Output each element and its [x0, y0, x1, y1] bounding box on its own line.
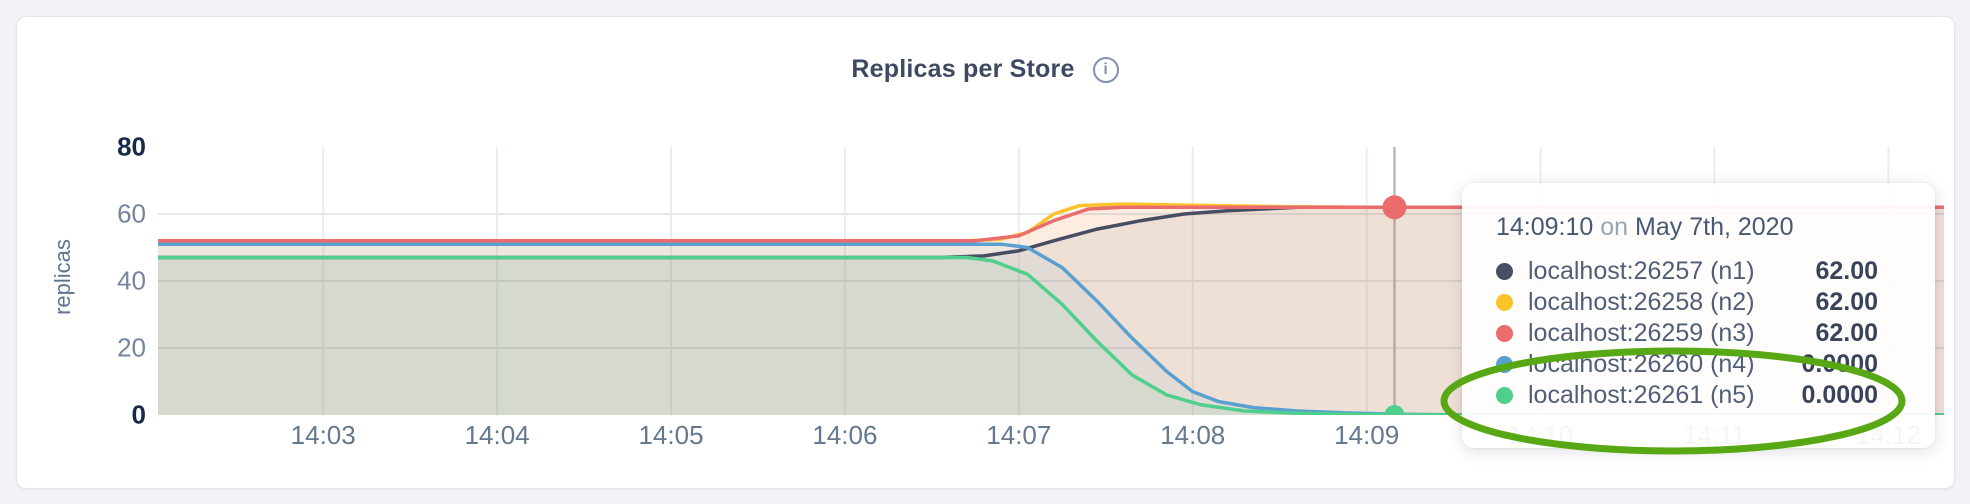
- x-tick-label: 14:03: [290, 420, 356, 450]
- tooltip-series-label: localhost:26258 (n2): [1528, 288, 1755, 316]
- series-line-n3: [158, 205, 1944, 243]
- chart-tooltip: 14:09:10 on May 7th, 2020 localhost:2625…: [1462, 183, 1935, 448]
- tooltip-series-value: 0.0000: [1801, 381, 1878, 409]
- y-tick-label: 0: [131, 399, 146, 430]
- series-color-dot: [1496, 387, 1513, 404]
- tooltip-series-value: 0.0000: [1801, 350, 1878, 378]
- tooltip-row: localhost:26260 (n4) 0.0000: [1496, 349, 1878, 380]
- tooltip-series-value: 62.00: [1815, 319, 1878, 347]
- tooltip-date: May 7th, 2020: [1635, 213, 1794, 241]
- tooltip-series-label: localhost:26260 (n4): [1528, 350, 1755, 378]
- x-tick-label: 14:06: [812, 420, 878, 450]
- x-tick-label: 14:05: [638, 420, 704, 450]
- crosshair-dot: [1384, 405, 1405, 415]
- info-icon-glyph: i: [1103, 60, 1108, 78]
- tooltip-row: localhost:26257 (n1) 62.00: [1496, 256, 1878, 287]
- tooltip-series-label: localhost:26257 (n1): [1528, 257, 1755, 285]
- series-area-n4: [158, 244, 1944, 415]
- series-area-n5: [158, 257, 1944, 415]
- series-lines: [158, 202, 1944, 415]
- tooltip-series-value: 62.00: [1815, 288, 1878, 316]
- series-color-dot: [1496, 294, 1513, 311]
- tooltip-series-label: localhost:26261 (n5): [1528, 381, 1755, 409]
- tooltip-row: localhost:26259 (n3) 62.00: [1496, 318, 1878, 349]
- tooltip-row: localhost:26258 (n2) 62.00: [1496, 287, 1878, 318]
- tooltip-series-label: localhost:26259 (n3): [1528, 319, 1755, 347]
- y-tick-label: 80: [117, 131, 146, 162]
- series-color-dot: [1496, 263, 1513, 280]
- series-line-n5: [158, 255, 1944, 415]
- chart-header: Replicas per Store i: [0, 55, 1970, 84]
- x-tick-label: 14:09: [1334, 420, 1400, 450]
- crosshair-dot: [1382, 195, 1407, 220]
- crosshair-dots: [1382, 195, 1407, 415]
- info-icon[interactable]: i: [1092, 56, 1119, 83]
- tooltip-row: localhost:26261 (n5) 0.0000: [1496, 380, 1878, 411]
- series-color-dot: [1496, 356, 1513, 373]
- x-tick-label: 14:07: [986, 420, 1052, 450]
- tooltip-timestamp: 14:09:10 on May 7th, 2020: [1496, 213, 1878, 242]
- x-tick-label: 14:04: [464, 420, 530, 450]
- tooltip-time: 14:09:10: [1496, 213, 1594, 241]
- tooltip-rows: localhost:26257 (n1) 62.00 localhost:26258…: [1496, 256, 1878, 411]
- tooltip-connector: on: [1600, 213, 1629, 241]
- y-tick-label: 60: [117, 198, 146, 229]
- x-tick-label: 14:08: [1160, 420, 1226, 450]
- y-tick-label: 20: [117, 332, 146, 363]
- tooltip-series-value: 62.00: [1815, 257, 1878, 285]
- series-color-dot: [1496, 325, 1513, 342]
- chart-title: Replicas per Store: [851, 55, 1075, 83]
- y-tick-label: 40: [117, 265, 146, 296]
